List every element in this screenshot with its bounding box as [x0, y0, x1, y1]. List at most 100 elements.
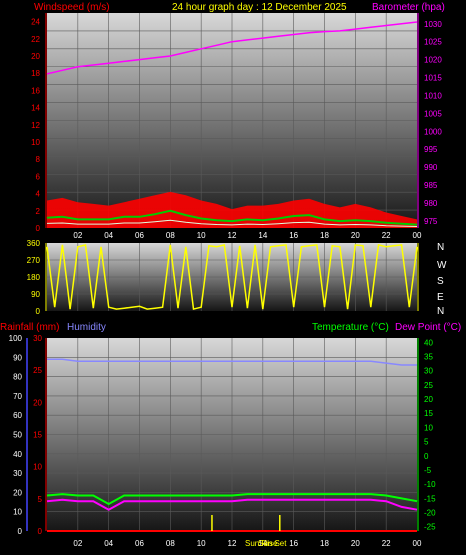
direction-tick-label: 360 — [27, 239, 41, 248]
windspeed-title: Windspeed (m/s) — [34, 2, 110, 13]
direction-tick-label: 180 — [27, 273, 41, 282]
x-tick-label: 02 — [73, 539, 82, 548]
rainfall-tick-label: 5 — [38, 495, 43, 504]
windspeed-tick-label: 10 — [31, 138, 40, 147]
x-tick-label: 18 — [320, 539, 329, 548]
barometer-tick-label: 1020 — [424, 56, 442, 65]
windspeed-tick-label: 12 — [31, 121, 40, 130]
barometer-tick-label: 985 — [424, 181, 438, 190]
humidity-tick-label: 0 — [18, 527, 23, 536]
windspeed-tick-label: 20 — [31, 52, 40, 61]
humidity-tick-label: 30 — [13, 469, 22, 478]
sunrise-label: Sun Rise — [245, 539, 278, 548]
series-dewpoint — [46, 498, 418, 511]
direction-series — [46, 243, 418, 311]
x-tick-label: 20 — [351, 539, 360, 548]
temperature-tick-label: 20 — [424, 395, 433, 404]
temperature-tick-label: 0 — [424, 452, 429, 461]
direction-tick-label: 270 — [27, 256, 41, 265]
x-tick-label: 08 — [166, 231, 175, 240]
x-tick-label: 12 — [228, 231, 237, 240]
x-tick-label: 20 — [351, 231, 360, 240]
barometer-tick-label: 1030 — [424, 20, 442, 29]
rainfall-tick-label: 25 — [33, 366, 42, 375]
barometer-tick-label: 995 — [424, 145, 438, 154]
humidity-tick-label: 70 — [13, 392, 22, 401]
x-tick-label: 16 — [289, 231, 298, 240]
series-humidity — [47, 358, 417, 366]
barometer-tick-label: 1000 — [424, 127, 442, 136]
temperature-tick-label: 30 — [424, 367, 433, 376]
x-tick-label: 10 — [197, 231, 206, 240]
barometer-tick-label: 980 — [424, 199, 438, 208]
humidity-tick-label: 80 — [13, 373, 22, 382]
x-tick-label: 02 — [73, 231, 82, 240]
barometer-title: Barometer (hpa) — [372, 2, 445, 13]
x-tick-label: 06 — [135, 231, 144, 240]
wind-baro-series — [46, 21, 418, 228]
compass-label-w: W — [437, 260, 447, 271]
humidity-tick-label: 90 — [13, 353, 22, 362]
temperature-tick-label: 35 — [424, 352, 433, 361]
temperature-tick-label: 15 — [424, 409, 433, 418]
x-tick-label: 22 — [382, 539, 391, 548]
x-tick-label: 14 — [258, 539, 267, 548]
barometer-tick-label: 990 — [424, 163, 438, 172]
graph-title: 24 hour graph day : 12 December 2025 — [172, 2, 347, 13]
temperature-tick-label: -20 — [424, 509, 436, 518]
windspeed-tick-label: 6 — [36, 172, 41, 181]
compass-labels: N W S E N — [437, 242, 447, 317]
x-tick-label: 10 — [197, 539, 206, 548]
windspeed-tick-label: 0 — [36, 224, 41, 233]
series-direction — [46, 243, 418, 311]
x-tick-label: 00 — [413, 539, 422, 548]
rainfall-tick-label: 0 — [38, 527, 43, 536]
compass-label-s: S — [437, 276, 444, 287]
humidity-tick-label: 20 — [13, 488, 22, 497]
humidity-tick-label: 60 — [13, 411, 22, 420]
x-tick-label: 04 — [104, 231, 113, 240]
direction-tick-label: 0 — [36, 307, 41, 316]
temperature-tick-label: -5 — [424, 466, 432, 475]
rainfall-title: Rainfall (mm) — [0, 322, 59, 333]
temperature-tick-label: 10 — [424, 423, 433, 432]
windspeed-tick-label: 24 — [31, 18, 40, 27]
temperature-tick-label: 5 — [424, 438, 429, 447]
humidity-tick-label: 50 — [13, 431, 22, 440]
compass-label-n2: N — [437, 306, 444, 317]
compass-label-n: N — [437, 242, 444, 253]
direction-tick-label: 90 — [31, 290, 40, 299]
windspeed-tick-label: 22 — [31, 35, 40, 44]
humidity-tick-label: 100 — [9, 334, 23, 343]
windspeed-tick-label: 18 — [31, 69, 40, 78]
x-tick-label: 00 — [413, 231, 422, 240]
compass-label-e: E — [437, 292, 444, 303]
x-tick-label: 08 — [166, 539, 175, 548]
rainfall-tick-label: 15 — [33, 431, 42, 440]
windspeed-tick-label: 2 — [36, 207, 41, 216]
barometer-tick-label: 1025 — [424, 38, 442, 47]
rainfall-tick-label: 10 — [33, 463, 42, 472]
x-tick-label: 04 — [104, 539, 113, 548]
x-tick-label: 16 — [289, 539, 298, 548]
series-wind-light — [46, 219, 418, 227]
series-barometer — [46, 21, 418, 75]
humidity-title: Humidity — [67, 322, 106, 333]
series-temperature — [46, 493, 418, 506]
rainfall-tick-label: 20 — [33, 398, 42, 407]
sunset-label: Sun Set — [258, 539, 287, 548]
temp-series — [46, 358, 418, 532]
temperature-tick-label: -10 — [424, 480, 436, 489]
x-tick-label: 06 — [135, 539, 144, 548]
temperature-tick-label: -25 — [424, 523, 436, 532]
humidity-tick-label: 10 — [13, 508, 22, 517]
direction-axes: 0 90 180 270 360 — [27, 239, 419, 316]
x-tick-label: 22 — [382, 231, 391, 240]
direction-plot-grid — [47, 243, 417, 311]
x-tick-label: 18 — [320, 231, 329, 240]
windspeed-tick-label: 14 — [31, 104, 40, 113]
barometer-tick-label: 1005 — [424, 109, 442, 118]
x-tick-label: 12 — [228, 539, 237, 548]
